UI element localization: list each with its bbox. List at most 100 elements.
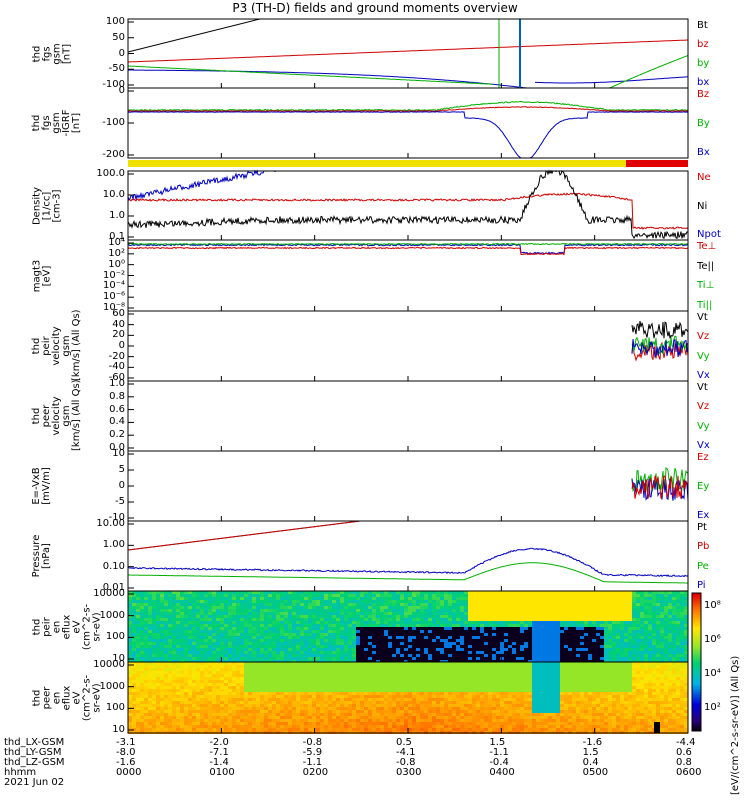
y-tick-label: -100 <box>102 79 125 90</box>
series-By <box>127 100 689 112</box>
colorbar-cell <box>692 605 701 607</box>
colorbar-cell <box>692 657 701 659</box>
colorbar-cell <box>692 633 701 635</box>
y-axis-label: Density [1/cc] [cm-3] <box>31 186 62 225</box>
y-tick-label: 0.4 <box>109 416 125 428</box>
legend-entry: Vt <box>697 382 708 393</box>
y-tick-label: 0.8 <box>109 390 125 402</box>
colorbar-cell <box>692 679 701 681</box>
colorbar-cell <box>692 637 701 639</box>
colorbar-cell <box>692 647 701 649</box>
colorbar-cell <box>692 617 701 619</box>
series-bx <box>128 69 535 89</box>
panel-frame <box>127 239 689 312</box>
colorbar-cell <box>692 701 701 703</box>
y-tick-label: 10⁻⁴ <box>102 280 125 292</box>
y-tick-label: 0 <box>118 47 125 59</box>
colorbar-cell <box>692 671 701 673</box>
colorbar-cell <box>692 729 701 731</box>
colorbar-cell <box>692 607 701 609</box>
footer-value: 0100 <box>209 767 235 778</box>
footer-value: -1.4 <box>209 757 229 768</box>
y-tick-label: 1.00 <box>102 539 125 551</box>
colorbar-cell <box>692 725 701 727</box>
legend-entry: Bz <box>697 89 710 100</box>
legend-entry: Ez <box>697 452 709 463</box>
series-v-0 <box>631 320 689 339</box>
y-axis-label: thd fgs gsm -IGRF [nT] <box>31 109 82 137</box>
colorbar-cell <box>692 693 701 695</box>
colorbar-cell <box>692 639 701 641</box>
colorbar-cell <box>692 635 701 637</box>
legend-entry: Ni <box>697 200 708 212</box>
y-tick-label: -50 <box>108 63 125 75</box>
colorbar-cell <box>692 625 701 627</box>
legend-entry: Pt <box>697 522 707 533</box>
legend-entry: Vx <box>697 440 710 451</box>
footer-value: -5.9 <box>302 747 323 758</box>
footer-value: 0.6 <box>676 747 692 758</box>
y-tick-label: 10² <box>108 247 125 259</box>
series-Bt <box>127 18 688 53</box>
colorbar-cell <box>692 709 701 711</box>
y-tick-label: 10 <box>112 448 125 459</box>
footer-value: 1.5 <box>489 737 506 748</box>
series-Ti-perp <box>127 243 689 255</box>
y-tick-label: 0 <box>118 340 125 351</box>
series-bz <box>128 39 688 63</box>
colorbar-cell <box>692 599 701 601</box>
footer-value: 0.5 <box>396 737 412 748</box>
colorbar-cell <box>692 641 701 643</box>
legend-entry: Ex <box>697 510 710 521</box>
peir-spectrogram <box>128 591 688 663</box>
footer-row-label: thd_LY-GSM <box>4 747 62 758</box>
legend-entry: Pe <box>697 560 709 572</box>
panel-frame <box>127 450 689 522</box>
colorbar-cell <box>692 609 701 611</box>
colorbar-cell <box>692 719 701 721</box>
legend-entry: Bt <box>697 20 708 31</box>
series-Ti-par <box>127 242 689 246</box>
y-tick-label: 10 <box>112 724 125 735</box>
y-tick-label: 10⁻⁸ <box>102 302 125 313</box>
panel-frame <box>127 520 689 592</box>
y-tick-label: 10.0 <box>102 189 125 200</box>
y-axis-label: thd fgs gsm [nT] <box>31 42 72 65</box>
series-by <box>128 65 494 85</box>
colorbar-cell <box>692 623 701 625</box>
footer-value: 0300 <box>396 767 422 778</box>
status-bar-yellow <box>128 160 626 167</box>
legend-entry: Te⊥ <box>697 241 717 252</box>
footer-value: 0500 <box>582 767 609 778</box>
series-Pb <box>127 520 400 551</box>
footer-date: 2021 Jun 02 <box>4 777 65 788</box>
colorbar-cell <box>692 697 701 699</box>
series-Bx <box>127 111 689 159</box>
colorbar-cell <box>692 715 701 717</box>
legend-entry: Te|| <box>697 260 715 272</box>
legend-entry: Vz <box>697 331 710 343</box>
series-Te-perp <box>127 246 689 256</box>
legend-entry: Vy <box>697 420 710 432</box>
series-e-2 <box>631 475 689 499</box>
y-tick-label: 10.00 <box>96 518 125 529</box>
footer-value: 0.4 <box>582 757 599 768</box>
legend-entry: bx <box>697 77 710 88</box>
y-tick-label: -100 <box>102 117 125 128</box>
y-tick-label: 100.0 <box>96 168 125 179</box>
colorbar-cell <box>692 621 701 623</box>
footer-value: 0200 <box>302 767 329 778</box>
colorbar-cell <box>692 669 701 671</box>
series-Pt <box>127 520 400 551</box>
colorbar-cell <box>692 593 701 595</box>
colorbar-cell <box>692 705 701 707</box>
y-tick-label: 100 <box>105 631 125 643</box>
y-tick-label: 0 <box>118 85 125 96</box>
footer-value: -1.1 <box>302 757 323 768</box>
colorbar-cell <box>692 627 701 629</box>
colorbar-cell <box>692 643 701 645</box>
y-tick-label: 0.10 <box>102 560 125 572</box>
series-Bz <box>127 106 689 112</box>
colorbar-cell <box>692 601 701 603</box>
footer-row-label: hhmm <box>4 767 37 778</box>
